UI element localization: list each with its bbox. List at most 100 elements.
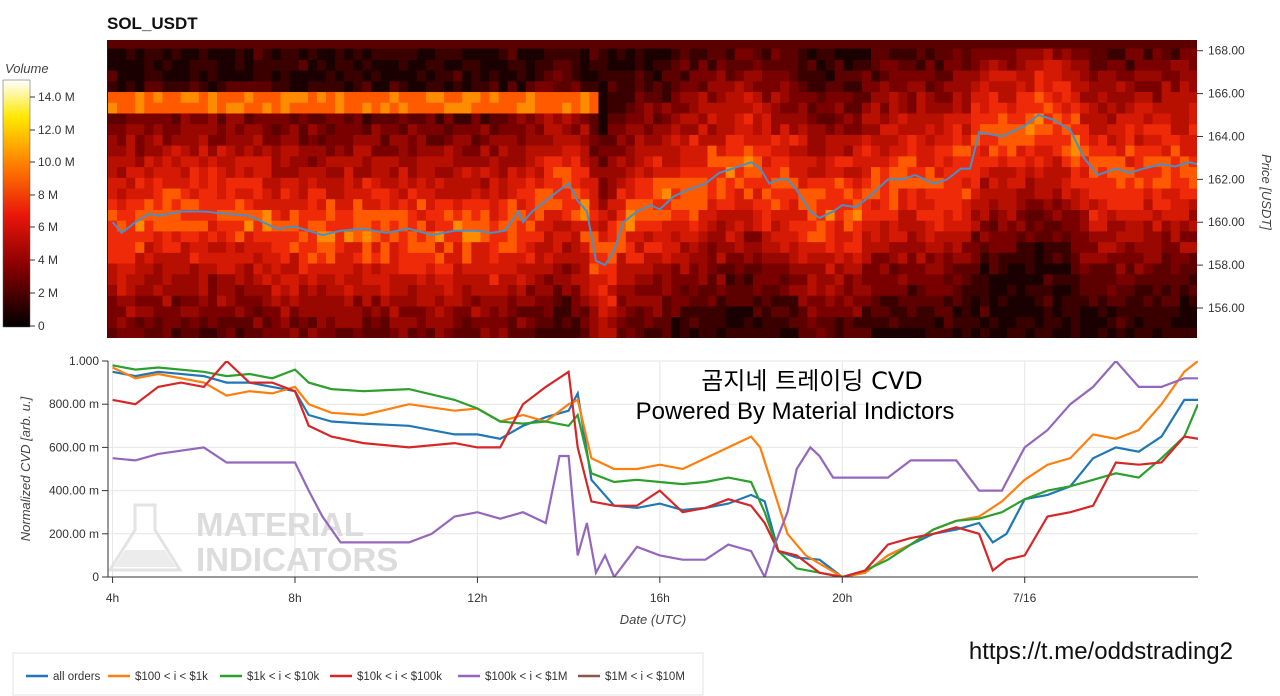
heatmap-cell xyxy=(135,91,145,103)
heatmap-cell xyxy=(262,316,273,328)
heatmap-cell xyxy=(262,134,273,146)
heatmap-cell xyxy=(498,220,509,232)
heatmap-cell xyxy=(970,241,981,253)
heatmap-cell xyxy=(562,155,572,168)
heatmap-cell xyxy=(861,327,872,338)
heatmap-cell xyxy=(516,112,527,125)
heatmap-cell xyxy=(326,252,336,264)
heatmap-cell xyxy=(1107,48,1117,60)
heatmap-cell xyxy=(407,59,418,71)
heatmap-cell xyxy=(498,123,509,135)
telegram-link[interactable]: https://t.me/oddstrading2 xyxy=(969,638,1233,665)
heatmap-cell xyxy=(1143,70,1154,82)
heatmap-cell xyxy=(607,48,618,60)
heatmap-cell xyxy=(1025,316,1036,328)
heatmap-cell xyxy=(1016,166,1027,178)
heatmap-cell xyxy=(871,241,881,253)
heatmap-cell xyxy=(534,112,545,125)
heatmap-cell xyxy=(1143,48,1154,60)
heatmap-cell xyxy=(1007,273,1017,285)
heatmap-cell xyxy=(1007,123,1017,135)
heatmap-cell xyxy=(1007,166,1017,178)
heatmap-cell xyxy=(353,230,363,243)
heatmap-cell xyxy=(1043,70,1054,82)
heatmap-cell xyxy=(462,220,472,232)
heatmap-cell xyxy=(952,262,963,275)
heatmap-cell xyxy=(798,230,809,243)
heatmap-cell xyxy=(444,177,454,189)
heatmap-cell xyxy=(762,166,772,178)
heatmap-cell xyxy=(1152,145,1163,157)
heatmap-cell xyxy=(989,177,999,189)
heatmap-cell xyxy=(453,48,463,60)
heatmap-cell xyxy=(1152,220,1163,232)
heatmap-cell xyxy=(689,241,700,253)
heatmap-cell xyxy=(135,241,145,253)
heatmap-cell xyxy=(689,305,700,318)
heatmap-cell xyxy=(371,80,382,93)
heatmap-cell xyxy=(1089,48,1099,60)
heatmap-cell xyxy=(934,273,945,285)
heatmap-cell xyxy=(889,209,899,221)
heatmap-cell xyxy=(244,327,254,338)
heatmap-cell xyxy=(525,241,536,253)
heatmap-cell xyxy=(598,59,609,71)
heatmap-cell xyxy=(580,198,591,210)
heatmap-cell xyxy=(743,305,754,318)
heatmap-cell xyxy=(970,327,981,338)
heatmap-cell xyxy=(616,91,627,103)
heatmap-cell xyxy=(1052,305,1063,318)
heatmap-cell xyxy=(126,187,136,200)
heatmap-cell xyxy=(217,262,227,275)
heatmap-cell xyxy=(1125,220,1136,232)
heatmap-cell xyxy=(389,284,400,296)
heatmap-cell xyxy=(171,220,182,232)
heatmap-cell xyxy=(289,316,300,328)
heatmap-cell xyxy=(462,327,472,338)
heatmap-cell xyxy=(1134,273,1145,285)
heatmap-cell xyxy=(198,155,209,168)
heatmap-cell xyxy=(1089,305,1099,318)
heatmap-cell xyxy=(498,241,509,253)
heatmap-cell xyxy=(771,209,781,221)
heatmap-cell xyxy=(1179,327,1190,338)
heatmap-cell xyxy=(489,123,500,135)
heatmap-cell xyxy=(880,209,890,221)
heatmap-cell xyxy=(389,166,400,178)
heatmap-cell xyxy=(952,80,963,93)
heatmap-cell xyxy=(771,155,781,168)
heatmap-cell xyxy=(126,262,136,275)
heatmap-cell xyxy=(961,112,972,125)
heatmap-cell xyxy=(498,209,509,221)
heatmap-cell xyxy=(316,241,327,253)
heatmap-cell xyxy=(162,177,173,189)
heatmap-cell xyxy=(989,187,999,200)
heatmap-cell xyxy=(244,59,254,71)
heatmap-cell xyxy=(1161,187,1172,200)
heatmap-cell xyxy=(889,262,899,275)
heatmap-cell xyxy=(316,187,327,200)
heatmap-cell xyxy=(598,230,609,243)
heatmap-cell xyxy=(1034,70,1045,82)
heatmap-cell xyxy=(207,80,218,93)
heatmap-cell xyxy=(1034,59,1045,71)
heatmap-cell xyxy=(1125,177,1136,189)
heatmap-cell xyxy=(789,145,799,157)
heatmap-cell xyxy=(571,70,581,82)
heatmap-cell xyxy=(998,48,1008,60)
heatmap-cell xyxy=(207,220,218,232)
heatmap-cell xyxy=(989,284,999,296)
heatmap-cell xyxy=(1043,48,1054,60)
heatmap-cell xyxy=(307,273,318,285)
heatmap-cell xyxy=(162,59,173,71)
heatmap-cell xyxy=(244,102,254,114)
heatmap-cell xyxy=(1061,145,1072,157)
heatmap-cell xyxy=(662,112,672,125)
heatmap-cell xyxy=(634,187,645,200)
heatmap-cell xyxy=(734,273,745,285)
heatmap-cell xyxy=(634,241,645,253)
heatmap-cell xyxy=(707,102,718,114)
heatmap-cell xyxy=(217,155,227,168)
heatmap-cell xyxy=(716,220,727,232)
heatmap-cell xyxy=(789,241,799,253)
